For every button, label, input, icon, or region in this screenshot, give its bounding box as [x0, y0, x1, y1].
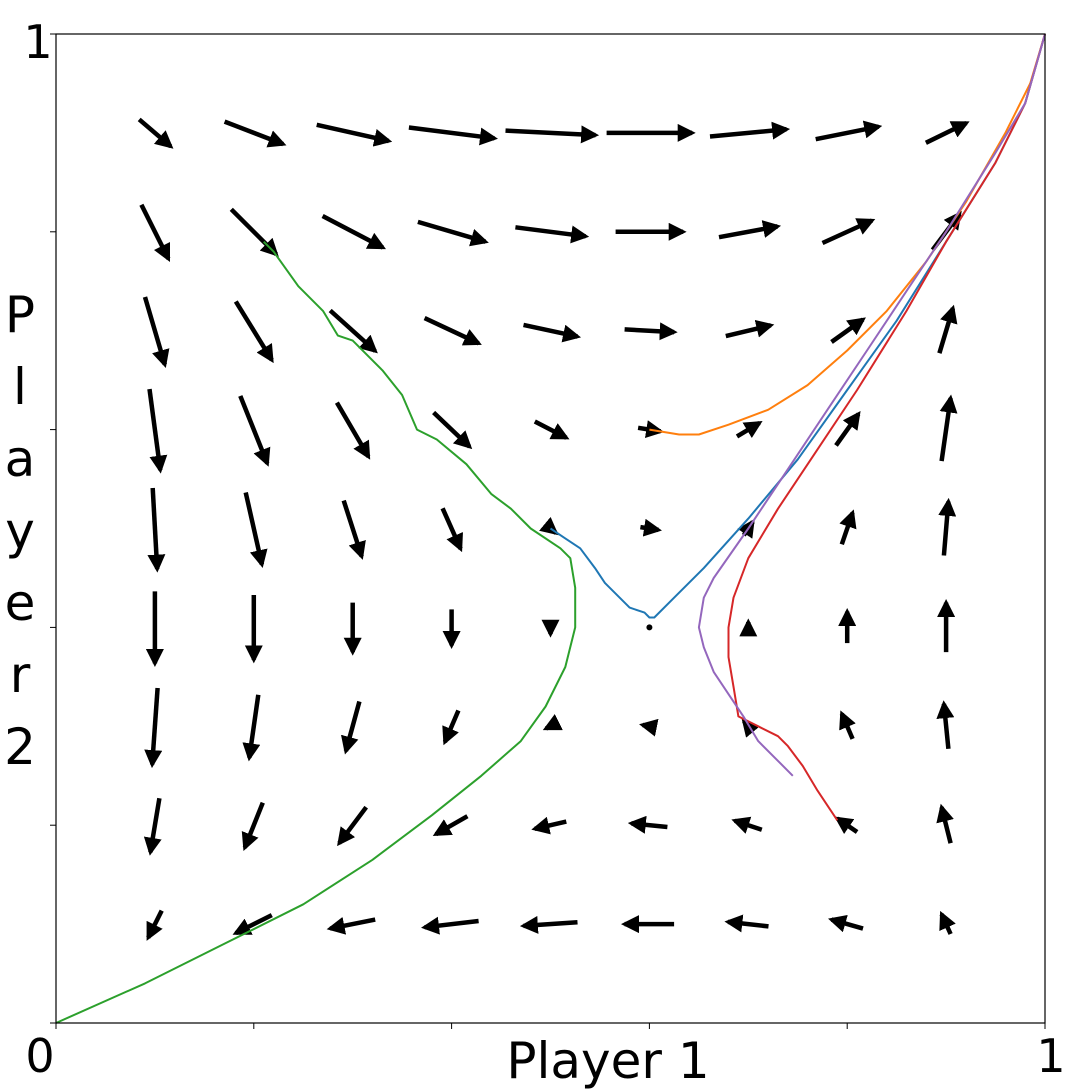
vector-arrow — [821, 218, 876, 246]
vector-arrow — [627, 815, 668, 834]
vector-arrow — [143, 797, 162, 856]
vector-arrow — [232, 913, 273, 936]
vector-arrow — [142, 296, 170, 368]
trajectory-line — [697, 33, 1046, 777]
vector-arrow — [233, 300, 274, 364]
vector-arrow — [442, 709, 461, 746]
vector-arrow — [440, 507, 463, 553]
vector-arrow — [242, 694, 261, 762]
trajectories — [55, 33, 1046, 1024]
vector-arrow — [523, 322, 582, 343]
vector-arrow — [321, 214, 386, 250]
vector-arrow — [423, 316, 482, 346]
vector-arrow — [515, 225, 590, 244]
vector-arrow — [417, 219, 489, 247]
vector-arrow — [640, 518, 662, 537]
vector-arrow — [316, 122, 393, 147]
vector-arrow — [531, 816, 567, 835]
vector-arrow — [147, 388, 168, 474]
vector-arrow — [938, 497, 957, 556]
vector-arrow — [334, 401, 371, 460]
axis-ticks — [50, 33, 1046, 1029]
y-tick-label-1: 1 — [23, 15, 52, 69]
trajectory-line — [727, 33, 1046, 821]
vector-arrow — [432, 410, 473, 450]
vector-arrow — [241, 801, 265, 852]
vector-arrow — [834, 816, 859, 835]
vector-arrow — [828, 914, 864, 933]
vector-arrow — [328, 308, 378, 354]
vector-arrow — [939, 394, 958, 462]
vector-arrow — [839, 710, 856, 740]
vector-arrow — [137, 117, 174, 149]
vector-arrow — [146, 909, 164, 941]
trajectory-line — [549, 33, 1046, 619]
vector-arrow — [815, 120, 883, 142]
vector-arrow — [144, 687, 163, 769]
vector-arrow — [341, 700, 362, 755]
vector-arrow — [830, 317, 866, 344]
vector-field — [137, 117, 970, 941]
vector-arrow — [939, 910, 956, 935]
vector-arrow — [624, 322, 678, 341]
vector-arrow — [542, 714, 563, 731]
vector-arrow — [519, 915, 578, 934]
vector-arrow — [718, 220, 782, 240]
vector-arrow — [735, 420, 763, 439]
vector-arrow — [408, 125, 498, 146]
vector-arrow — [924, 120, 970, 145]
vector-arrow — [238, 395, 271, 467]
vector-arrow — [337, 805, 369, 847]
trajectory-line — [649, 33, 1046, 436]
vector-arrow — [731, 816, 763, 834]
vector-arrow — [839, 509, 857, 546]
equilibrium-point — [646, 624, 653, 631]
vector-arrow — [533, 419, 570, 440]
vector-arrow — [725, 319, 775, 339]
vector-arrow — [243, 492, 268, 569]
x-axis-label: Player 1 — [506, 1032, 709, 1089]
vector-arrow — [505, 125, 600, 144]
vector-arrow — [937, 304, 958, 354]
trajectory-line — [55, 240, 577, 1024]
vector-arrow — [139, 203, 171, 263]
vector-arrow — [639, 718, 659, 737]
vector-arrow — [709, 121, 791, 140]
vector-arrow — [834, 410, 861, 447]
vector-arrow — [326, 916, 376, 935]
plot-frame — [55, 33, 1046, 1024]
x-tick-label-0: 0 — [25, 1029, 54, 1083]
x-tick-label-1: 1 — [1036, 1029, 1065, 1083]
vector-arrow — [432, 814, 469, 837]
vector-arrow — [724, 914, 769, 933]
vector-arrow — [223, 119, 287, 148]
vector-arrow — [341, 499, 366, 560]
vector-arrow — [147, 487, 166, 573]
vector-arrow — [421, 916, 479, 935]
vector-arrow — [936, 700, 955, 750]
vector-arrow — [936, 803, 954, 844]
